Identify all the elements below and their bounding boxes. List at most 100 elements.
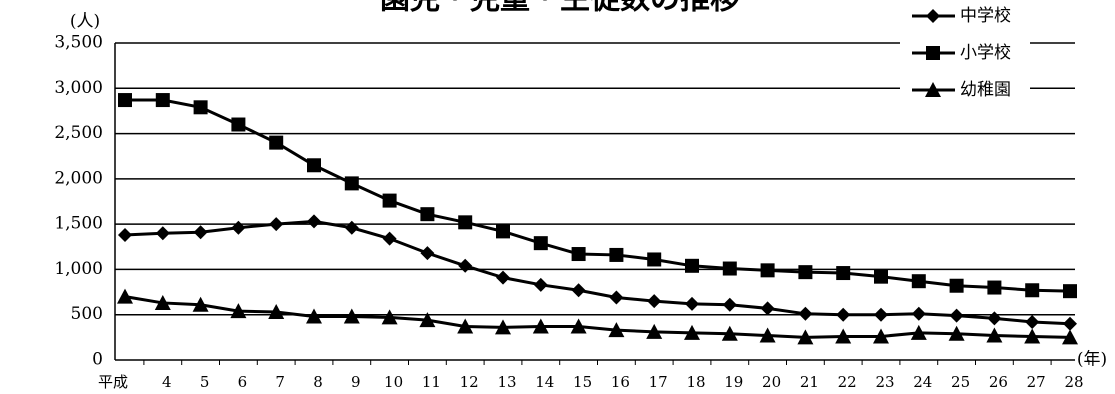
y-tick-label: 0 [92, 350, 103, 370]
legend-marker [926, 46, 940, 60]
legend-label: 幼稚園 [960, 80, 1011, 100]
data-point [571, 283, 586, 298]
data-point [797, 329, 814, 345]
data-point [269, 217, 284, 232]
data-point [836, 266, 851, 281]
y-tick-label: 3,500 [54, 33, 103, 53]
x-tick-label: 14 [535, 373, 554, 391]
data-point [496, 224, 510, 239]
data-point [721, 325, 738, 341]
x-unit: (年) [1077, 350, 1107, 370]
x-tick-label: 13 [497, 373, 516, 391]
data-point [685, 258, 699, 273]
data-point [192, 296, 209, 312]
y-tick-label: 1,500 [54, 214, 103, 234]
x-tick-label: 7 [275, 373, 285, 391]
x-tick-label: 平成 [98, 373, 128, 391]
data-point [987, 280, 1002, 295]
x-tick-label: 8 [313, 373, 323, 391]
x-tick-label: 25 [951, 373, 970, 391]
x-tick-label: 19 [724, 373, 743, 391]
data-point [118, 228, 132, 243]
data-point [684, 324, 700, 340]
data-point [307, 214, 321, 229]
data-point [874, 307, 888, 322]
data-point [117, 288, 133, 304]
y-tick-label: 500 [71, 304, 103, 324]
data-point [343, 308, 360, 324]
data-point [269, 135, 284, 150]
x-tick-label: 4 [162, 373, 172, 391]
data-point [798, 306, 813, 321]
data-point [231, 117, 246, 132]
data-point [948, 325, 965, 341]
data-point [306, 308, 322, 324]
x-tick-label: 22 [838, 373, 857, 391]
y-unit: (人) [70, 12, 100, 32]
data-point [647, 294, 662, 309]
data-point [760, 263, 775, 278]
data-point [608, 322, 625, 338]
x-tick-label: 17 [649, 373, 668, 391]
data-point [307, 158, 321, 173]
x-tick-label: 21 [800, 373, 819, 391]
data-point [420, 207, 435, 222]
data-point [609, 290, 624, 305]
data-point [874, 269, 888, 284]
data-point [458, 258, 473, 273]
data-point [722, 261, 737, 276]
data-point [646, 323, 663, 339]
chart-title: 園児・児童・生徒数の推移 [380, 0, 740, 17]
data-point [1063, 284, 1077, 299]
data-point [533, 277, 548, 292]
legend-marker [926, 9, 940, 23]
data-point [496, 270, 510, 285]
x-tick-label: 5 [200, 373, 210, 391]
data-point [458, 215, 473, 230]
data-point [910, 324, 927, 340]
x-tick-label: 10 [384, 373, 403, 391]
data-point [911, 274, 926, 289]
data-point [873, 328, 889, 344]
data-point [533, 236, 548, 251]
data-point [647, 252, 662, 267]
series-line [124, 295, 1071, 339]
data-point [1025, 283, 1040, 298]
x-tick-label: 16 [611, 373, 630, 391]
data-point [1024, 328, 1041, 344]
data-point [230, 303, 247, 319]
data-point [419, 312, 436, 328]
data-point [759, 327, 776, 343]
data-point [1062, 329, 1078, 345]
data-point [344, 176, 359, 191]
x-tick-label: 18 [686, 373, 705, 391]
data-point [986, 327, 1003, 343]
data-point [155, 226, 170, 241]
x-tick-label: 24 [913, 373, 932, 391]
data-point [760, 301, 775, 316]
data-point [949, 308, 964, 323]
x-tick-label: 20 [762, 373, 781, 391]
data-point [836, 307, 851, 322]
series-line [125, 98, 1071, 293]
data-point [495, 319, 511, 335]
data-point [231, 220, 246, 235]
data-point [118, 93, 132, 108]
data-point [570, 318, 587, 334]
x-tick-label: 12 [460, 373, 479, 391]
x-tick-label: 28 [1064, 373, 1083, 391]
data-point [835, 328, 852, 344]
data-point [1063, 316, 1077, 331]
x-tick-label: 23 [875, 373, 894, 391]
data-point [532, 318, 549, 334]
x-tick-label: 27 [1027, 373, 1046, 391]
y-tick-label: 1,000 [54, 259, 103, 279]
legend-marker [925, 82, 941, 97]
y-tick-label: 3,000 [54, 78, 103, 98]
data-point [949, 278, 964, 293]
legend-box [900, 0, 1030, 110]
y-tick-label: 2,000 [54, 168, 103, 188]
data-point [987, 311, 1002, 326]
data-point [382, 193, 397, 208]
data-point [344, 220, 359, 235]
